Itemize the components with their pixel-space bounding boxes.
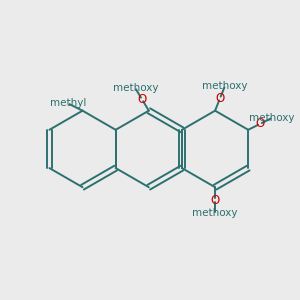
Text: methoxy: methoxy bbox=[192, 208, 238, 218]
Text: O: O bbox=[137, 93, 147, 106]
Text: methoxy: methoxy bbox=[249, 113, 294, 123]
Text: O: O bbox=[255, 118, 265, 130]
Text: methoxy: methoxy bbox=[202, 81, 247, 92]
Text: O: O bbox=[210, 194, 220, 207]
Text: methoxy: methoxy bbox=[112, 83, 158, 93]
Text: methyl: methyl bbox=[50, 98, 86, 109]
Text: O: O bbox=[215, 92, 225, 105]
